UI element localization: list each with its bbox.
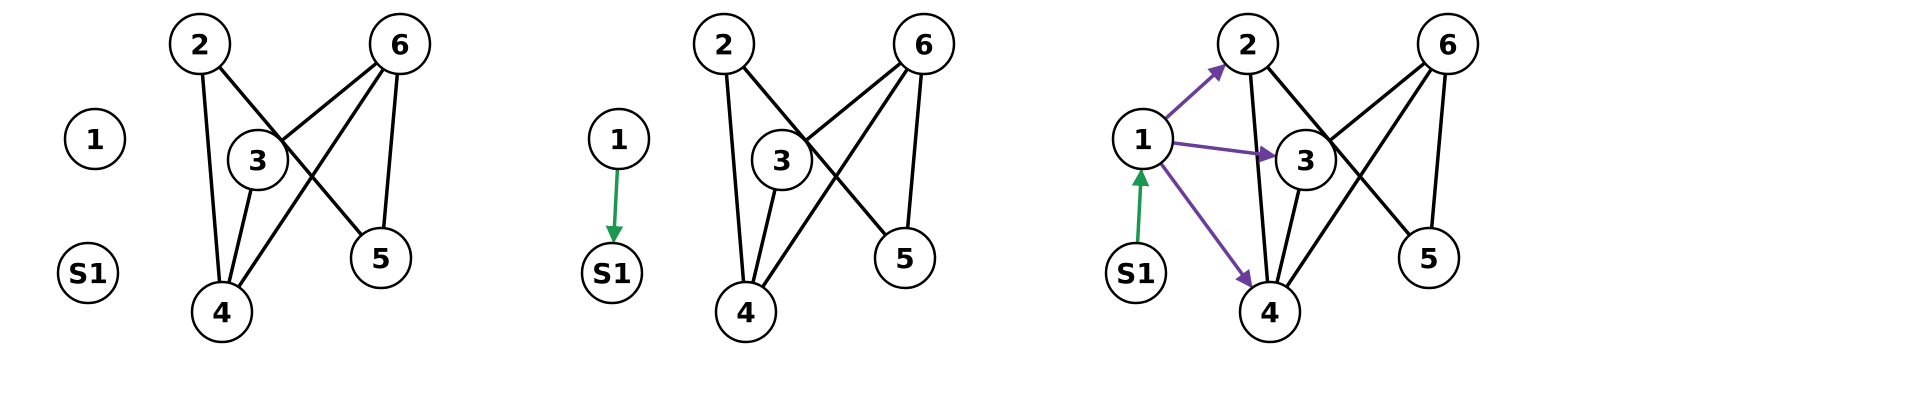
node-circle xyxy=(168,12,232,76)
panel-3: 1 S1 2 3 4 5 6 xyxy=(1104,12,1480,344)
node-label: 3 xyxy=(1296,144,1315,177)
node-label: 5 xyxy=(371,242,390,275)
node-circle xyxy=(190,280,254,344)
node-label: S1 xyxy=(68,257,108,290)
edge-2-5 xyxy=(1263,62,1414,240)
node-label: 2 xyxy=(190,28,209,61)
node-circle xyxy=(1238,280,1302,344)
panel-2: 1 S1 2 3 4 5 6 xyxy=(580,12,956,344)
node-label: 2 xyxy=(1238,28,1257,61)
arrow-1-to-4 xyxy=(1160,163,1253,289)
node-3: 3 xyxy=(750,128,814,192)
node-circle xyxy=(692,12,756,76)
edge-6-3 xyxy=(800,58,906,146)
edge-3-4 xyxy=(750,183,778,289)
node-4: 4 xyxy=(1238,280,1302,344)
node-3: 3 xyxy=(226,128,290,192)
node-6: 6 xyxy=(892,12,956,76)
node-circle xyxy=(587,107,651,171)
edge-2-4 xyxy=(724,68,746,288)
arrow-1-to-2 xyxy=(1164,63,1227,120)
node-circle xyxy=(368,12,432,76)
panel-1: 1 S1 2 3 4 5 6 xyxy=(56,12,432,344)
node-s1: S1 xyxy=(1104,241,1168,305)
node-s1: S1 xyxy=(580,241,644,305)
node-circle xyxy=(1416,12,1480,76)
node-circle xyxy=(1397,226,1461,290)
node-circle xyxy=(714,280,778,344)
node-1: 1 xyxy=(1111,107,1175,171)
node-1: 1 xyxy=(63,107,127,171)
arrow-1-to-3 xyxy=(1172,141,1277,163)
node-circle xyxy=(1216,12,1280,76)
node-label: 6 xyxy=(1438,28,1457,61)
node-5: 5 xyxy=(873,226,937,290)
edge-2-4 xyxy=(200,68,222,288)
node-label: S1 xyxy=(592,257,632,290)
node-6: 6 xyxy=(1416,12,1480,76)
node-label: 5 xyxy=(1419,242,1438,275)
edge-6-5 xyxy=(1429,68,1448,234)
node-label: 4 xyxy=(1260,296,1279,329)
node-circle xyxy=(226,128,290,192)
node-2: 2 xyxy=(1216,12,1280,76)
node-label: 1 xyxy=(1133,123,1152,156)
node-circle xyxy=(63,107,127,171)
node-label: 6 xyxy=(390,28,409,61)
node-4: 4 xyxy=(190,280,254,344)
node-label: 2 xyxy=(714,28,733,61)
node-2: 2 xyxy=(692,12,756,76)
node-label: 4 xyxy=(212,296,231,329)
node-circle xyxy=(892,12,956,76)
edge-2-5 xyxy=(739,62,890,240)
edge-6-3 xyxy=(1324,58,1430,146)
node-label: 3 xyxy=(248,144,267,177)
arrow-S1-to-1 xyxy=(1131,168,1150,243)
edge-6-4 xyxy=(234,63,388,293)
node-6: 6 xyxy=(368,12,432,76)
node-label: 5 xyxy=(895,242,914,275)
node-5: 5 xyxy=(349,226,413,290)
node-circle xyxy=(56,241,120,305)
node-circle xyxy=(1104,241,1168,305)
node-4: 4 xyxy=(714,280,778,344)
node-circle xyxy=(750,128,814,192)
edge-2-4 xyxy=(1248,68,1270,288)
node-1: 1 xyxy=(587,107,651,171)
node-circle xyxy=(1111,107,1175,171)
node-s1: S1 xyxy=(56,241,120,305)
node-label: S1 xyxy=(1116,257,1156,290)
node-label: 3 xyxy=(772,144,791,177)
node-2: 2 xyxy=(168,12,232,76)
edge-6-5 xyxy=(905,68,924,234)
node-circle xyxy=(1274,128,1338,192)
node-circle xyxy=(349,226,413,290)
node-circle xyxy=(580,241,644,305)
edge-3-4 xyxy=(1274,183,1302,289)
node-label: 1 xyxy=(85,123,104,156)
edge-2-5 xyxy=(215,62,366,240)
edge-6-4 xyxy=(758,63,912,293)
node-label: 4 xyxy=(736,296,755,329)
edge-6-4 xyxy=(1282,63,1436,293)
edge-6-3 xyxy=(276,58,382,146)
node-label: 6 xyxy=(914,28,933,61)
edge-3-4 xyxy=(226,183,254,289)
edge-6-5 xyxy=(381,68,400,234)
arrow-1-to-S1 xyxy=(605,169,624,244)
node-circle xyxy=(873,226,937,290)
node-3: 3 xyxy=(1274,128,1338,192)
node-5: 5 xyxy=(1397,226,1461,290)
node-label: 1 xyxy=(609,123,628,156)
